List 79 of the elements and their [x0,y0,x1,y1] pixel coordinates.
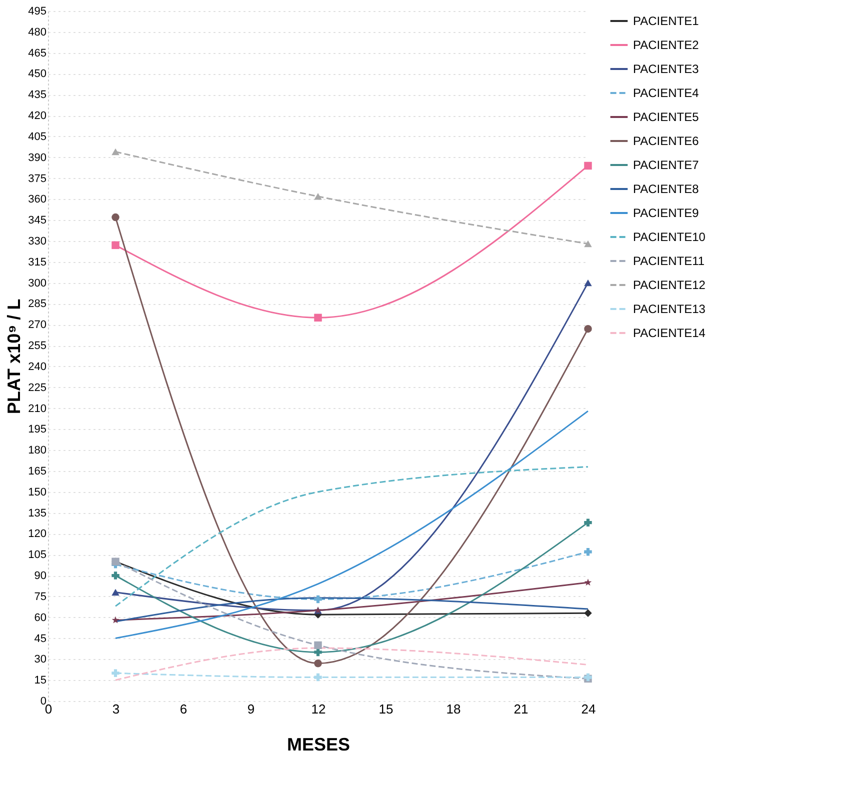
x-tick-label: 6 [180,702,188,716]
point [314,673,322,682]
x-tick-label: 3 [112,702,120,716]
point [584,609,592,618]
y-tick-label: 360 [28,194,46,206]
y-tick-label: 345 [28,214,46,227]
point [584,518,592,526]
point [314,660,322,668]
y-tick-label: 450 [28,68,46,80]
point [584,162,592,170]
y-tick-label: 405 [28,130,46,143]
x-axis-title: MESES [286,734,350,754]
point [584,578,592,586]
point [584,279,592,286]
legend-label: PACIENTE8 [633,182,700,196]
y-tick-label: 30 [34,654,46,666]
point [314,193,322,200]
point [584,240,592,248]
x-tick-label: 21 [514,702,528,716]
y-tick-label: 300 [28,277,46,290]
legend-label: PACIENTE9 [633,206,700,220]
y-tick-label: 270 [28,319,46,332]
point [314,595,322,604]
legend-label: PACIENTE13 [633,302,706,316]
y-tick-label: 165 [28,466,46,478]
legend-label: PACIENTE6 [633,134,700,148]
y-tick-label: 285 [28,298,46,310]
point [112,241,120,250]
point [112,616,120,624]
y-tick-label: 330 [28,236,46,248]
y-tick-label: 150 [28,486,46,498]
y-tick-label: 135 [28,507,46,520]
legend-label: PACIENTE2 [633,38,700,52]
y-tick-label: 435 [28,89,46,102]
y-tick-label: 105 [28,549,46,562]
point [112,669,120,677]
y-tick-label: 195 [28,424,46,436]
point [112,572,120,580]
y-tick-label: 315 [28,256,46,268]
point [314,648,322,656]
legend-label: PACIENTE14 [633,326,706,340]
legend-label: PACIENTE3 [633,62,700,76]
y-tick-label: 375 [28,172,46,185]
y-tick-label: 255 [28,340,46,352]
legend-label: PACIENTE4 [633,86,700,100]
y-tick-label: 75 [34,590,46,603]
x-tick-label: 9 [247,702,255,716]
legend-label: PACIENTE5 [633,110,700,124]
y-tick-label: 60 [34,612,46,624]
y-tick-label: 120 [28,528,46,540]
y-axis-title: PLAT x10⁹ / L [4,298,24,414]
y-tick-label: 420 [28,110,46,122]
legend-label: PACIENTE12 [633,278,706,292]
point [584,324,592,333]
point [314,314,322,322]
x-tick-label: 15 [378,702,394,716]
x-tick-label: 12 [311,702,326,716]
point [584,548,592,556]
y-tick-label: 495 [28,6,46,18]
y-tick-label: 465 [28,47,46,60]
legend-label: PACIENTE7 [633,158,700,172]
legend-label: PACIENTE10 [633,230,706,244]
point [314,641,322,650]
y-tick-label: 225 [28,382,46,394]
x-tick-label: 24 [581,702,596,716]
y-tick-label: 15 [34,674,46,687]
point [112,148,120,156]
y-tick-label: 90 [34,570,46,582]
y-tick-label: 240 [28,360,46,373]
y-tick-label: 480 [28,26,46,38]
y-tick-label: 390 [28,152,46,164]
x-tick-label: 18 [446,702,461,716]
y-tick-label: 210 [28,402,46,415]
point [112,588,120,596]
legend-label: PACIENTE11 [633,254,705,268]
y-tick-label: 180 [28,444,46,457]
legend-label: PACIENTE1 [633,14,700,28]
point [112,213,120,222]
y-tick-label: 45 [34,632,46,645]
